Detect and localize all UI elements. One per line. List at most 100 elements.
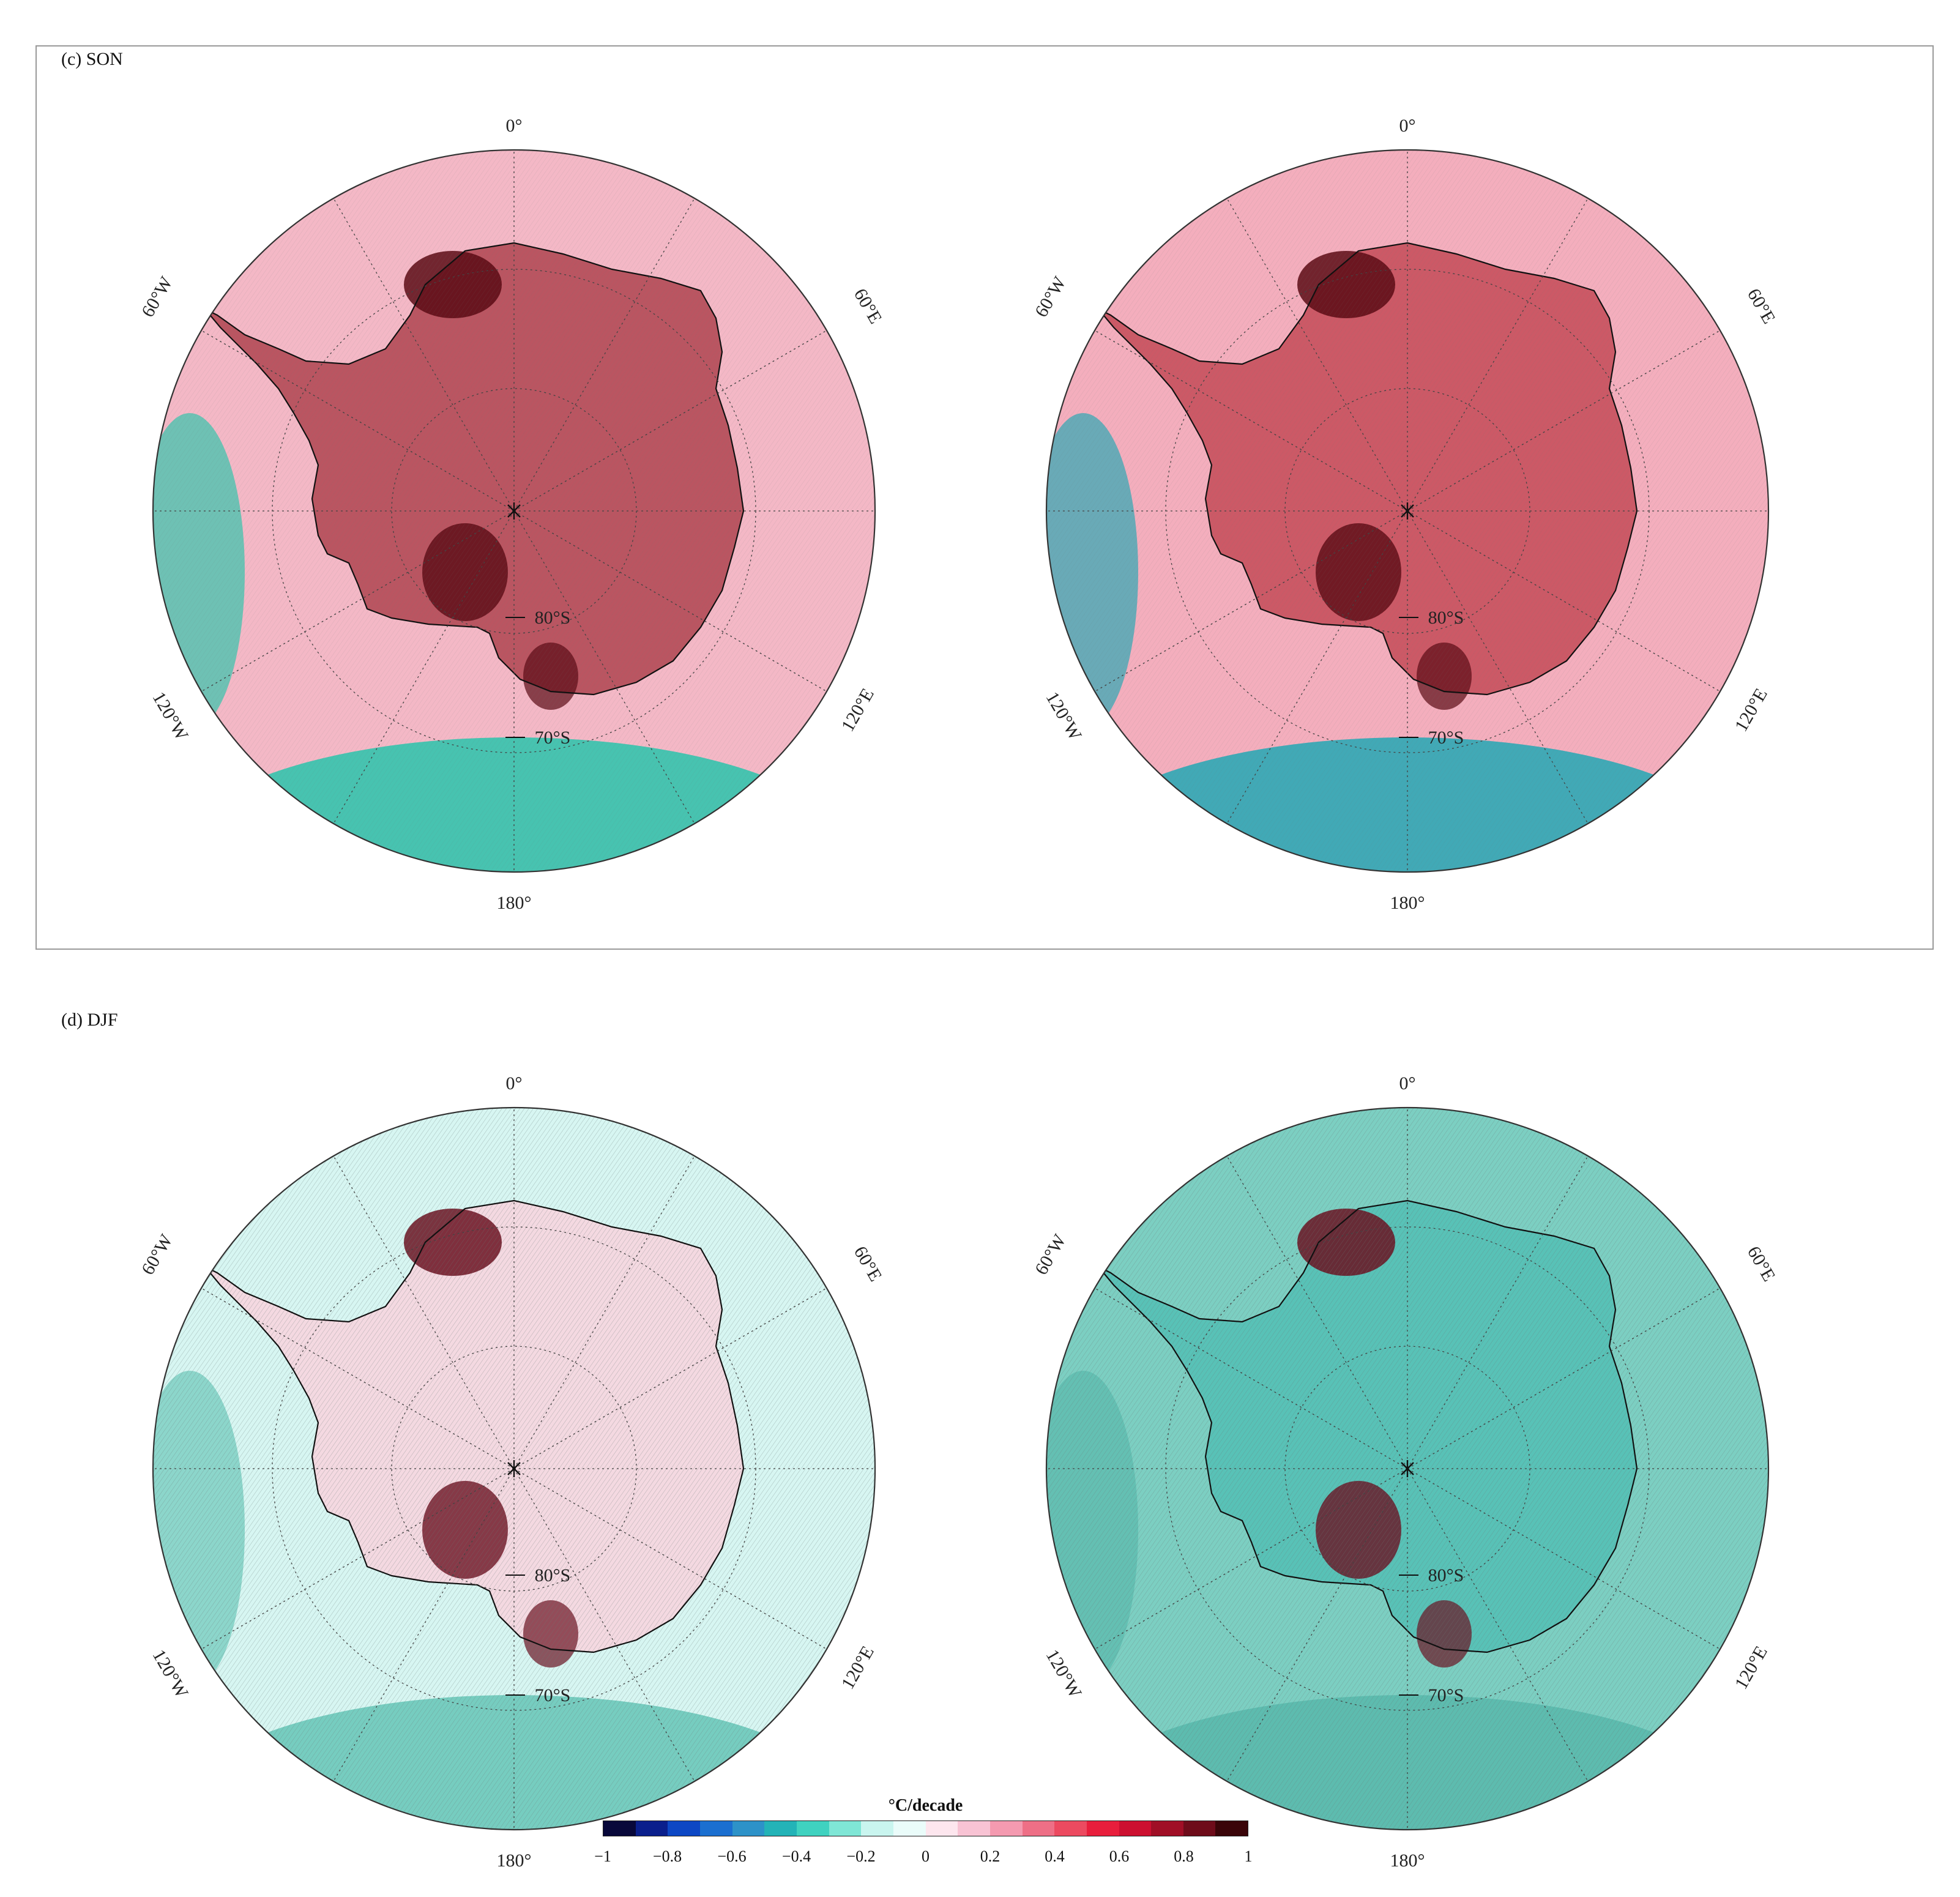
meridian-line: [513, 1468, 695, 1782]
colorbar-segment: [893, 1821, 926, 1836]
meridian-line: [1407, 1155, 1589, 1469]
lon-label-120w: 120°W: [1042, 1646, 1086, 1702]
lon-label-120e: 120°E: [1731, 685, 1772, 735]
lat-label-70s: 70°S: [535, 1685, 571, 1705]
meridian-line: [513, 1288, 827, 1469]
colorbar-tick-label: 0: [922, 1847, 930, 1865]
meridian-line: [1094, 1288, 1408, 1469]
lat-label-80s: 80°S: [535, 1565, 571, 1586]
map-border: [1045, 149, 1770, 873]
colorbar: °C/decade −1 −0.8 −0.6 −0.4 −0.2 0 0.2 0.4 0.6 0.…: [594, 1796, 1252, 1882]
colorbar-segment: [668, 1821, 700, 1836]
lon-label-120e: 120°E: [838, 685, 878, 735]
colorbar-tick-label: −0.2: [846, 1847, 876, 1865]
colorbar-tick-label: −1: [594, 1847, 611, 1865]
colorbar-segment: [1183, 1821, 1216, 1836]
colorbar-gradient: [603, 1821, 1248, 1836]
colorbar-segment: [1022, 1821, 1055, 1836]
colorbar-title: °C/decade: [888, 1796, 963, 1815]
pole-marker: [1401, 502, 1414, 520]
lon-label-60w: 60°W: [138, 1231, 177, 1278]
colorbar-segment: [764, 1821, 797, 1836]
lon-label-180: 180°: [1390, 893, 1425, 913]
meridian-line: [201, 1468, 515, 1650]
lon-label-60e: 60°E: [850, 285, 886, 327]
meridian-line: [1226, 1468, 1408, 1782]
meridian-line: [201, 1288, 515, 1469]
colorbar-segment: [861, 1821, 893, 1836]
meridian-line: [1407, 330, 1721, 512]
meridian-line: [513, 330, 827, 512]
lon-label-180: 180°: [497, 1850, 532, 1871]
meridian-line: [1407, 510, 1721, 692]
meridian-line: [513, 1155, 695, 1469]
meridian-line: [513, 198, 695, 512]
meridian-line: [333, 198, 515, 512]
colorbar-segment: [958, 1821, 990, 1836]
lat-label-80s: 80°S: [535, 608, 571, 628]
meridian-line: [513, 510, 827, 692]
colorbar-segment: [603, 1821, 636, 1836]
meridian-line: [1094, 1468, 1408, 1650]
lon-label-60e: 60°E: [1743, 1243, 1779, 1285]
meridian-line: [333, 1155, 515, 1469]
meridian-line: [1407, 1288, 1721, 1469]
colorbar-segment: [1086, 1821, 1119, 1836]
meridian-line: [1094, 330, 1408, 512]
colorbar-segment: [829, 1821, 862, 1836]
panel-label-d: (d) DJF: [61, 1010, 118, 1030]
panel-label-c: (c) SON: [61, 49, 123, 69]
meridian-line: [1226, 198, 1408, 512]
lon-label-0: 0°: [506, 1073, 523, 1094]
lat-label-70s: 70°S: [1428, 728, 1464, 748]
colorbar-segment: [1151, 1821, 1183, 1836]
colorbar-tick-label: −0.8: [652, 1847, 682, 1865]
lat-label-80s: 80°S: [1428, 608, 1464, 628]
colorbar-tick-label: 0.2: [980, 1847, 1000, 1865]
map-djf-right: 0° 180° 60°W 60°E 120°W 120°E 80°S 70°S: [1031, 1073, 1779, 1871]
lon-label-120w: 120°W: [1042, 688, 1086, 744]
colorbar-tick-label: −0.6: [717, 1847, 747, 1865]
map-border: [152, 1106, 876, 1831]
colorbar-segment: [699, 1821, 732, 1836]
lon-label-120w: 120°W: [149, 1646, 193, 1702]
lat-label-80s: 80°S: [1428, 1565, 1464, 1586]
colorbar-tick-label: 0.6: [1109, 1847, 1130, 1865]
lat-label-70s: 70°S: [1428, 1685, 1464, 1705]
lon-label-120e: 120°E: [838, 1642, 878, 1693]
pole-marker: [507, 502, 521, 520]
lon-label-60w: 60°W: [1031, 1231, 1070, 1278]
meridian-line: [1407, 1468, 1721, 1650]
meridian-line: [513, 510, 695, 824]
lon-label-60e: 60°E: [1743, 285, 1779, 327]
colorbar-segment: [732, 1821, 765, 1836]
pole-marker: [1401, 1460, 1414, 1477]
colorbar-segment: [1119, 1821, 1152, 1836]
colorbar-segment: [925, 1821, 958, 1836]
colorbar-tick-label: 0.4: [1045, 1847, 1065, 1865]
meridian-line: [1407, 510, 1589, 824]
colorbar-segment: [635, 1821, 668, 1836]
lon-label-0: 0°: [506, 116, 523, 136]
meridian-line: [1407, 198, 1589, 512]
meridian-line: [333, 1468, 515, 1782]
lon-label-180: 180°: [1390, 1850, 1425, 1871]
lon-label-120e: 120°E: [1731, 1642, 1772, 1693]
colorbar-segment: [796, 1821, 829, 1836]
lat-label-70s: 70°S: [535, 728, 571, 748]
map-border: [1045, 1106, 1770, 1831]
lon-label-120w: 120°W: [149, 688, 193, 744]
meridian-line: [1226, 1155, 1408, 1469]
colorbar-tick-label: 0.8: [1174, 1847, 1194, 1865]
pole-marker: [507, 1460, 521, 1477]
meridian-line: [513, 1468, 827, 1650]
meridian-line: [201, 510, 515, 692]
meridian-line: [1226, 510, 1408, 824]
colorbar-segment: [1215, 1821, 1248, 1836]
lon-label-60e: 60°E: [850, 1243, 886, 1285]
meridian-line: [1094, 510, 1408, 692]
meridian-line: [201, 330, 515, 512]
lon-label-0: 0°: [1399, 116, 1416, 136]
